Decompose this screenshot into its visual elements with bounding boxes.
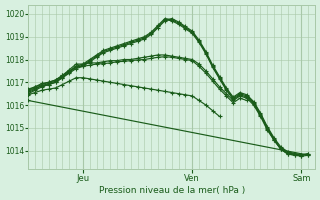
- X-axis label: Pression niveau de la mer( hPa ): Pression niveau de la mer( hPa ): [99, 186, 245, 195]
